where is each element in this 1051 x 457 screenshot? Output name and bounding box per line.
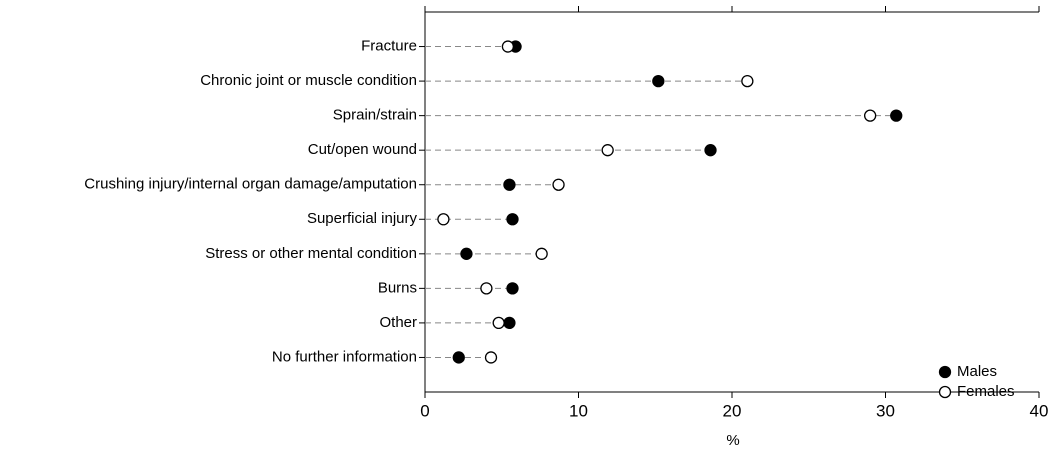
y-tick-label: Stress or other mental condition: [205, 245, 417, 262]
dot: [437, 213, 450, 226]
dot: [890, 109, 903, 122]
x-tick-label: 0: [420, 401, 429, 420]
dot: [480, 282, 493, 295]
y-tick-label: Chronic joint or muscle condition: [200, 72, 417, 89]
y-tick-label: Fracture: [361, 38, 417, 55]
legend-label: Females: [957, 383, 1015, 400]
dot: [652, 74, 665, 88]
x-tick-label: 20: [723, 401, 742, 420]
dot: [503, 178, 516, 191]
dot: [492, 316, 505, 330]
dot: [552, 178, 565, 191]
x-axis-label: %: [726, 432, 739, 449]
dot: [484, 351, 498, 364]
dot: [506, 282, 519, 295]
dot: [704, 144, 717, 157]
x-tick-label: 30: [876, 401, 895, 420]
dot: [460, 247, 473, 260]
y-tick-label: Cut/open wound: [308, 141, 417, 158]
dot: [741, 74, 754, 88]
dot: [601, 144, 614, 157]
y-tick-label: Other: [379, 314, 417, 331]
y-tick-label: Burns: [378, 279, 417, 296]
y-tick-label: Superficial injury: [307, 210, 418, 227]
legend-marker: [938, 385, 952, 399]
x-tick-label: 10: [569, 401, 588, 420]
y-tick-label: Sprain/strain: [333, 107, 417, 124]
dot: [864, 109, 877, 122]
legend-marker: [938, 365, 952, 379]
dot: [506, 213, 519, 226]
y-tick-label: Crushing injury/internal organ damage/am…: [84, 176, 417, 193]
dot: [452, 351, 465, 364]
y-tick-label: No further information: [272, 348, 417, 365]
legend-label: Males: [957, 363, 997, 380]
dot: [535, 247, 548, 260]
x-tick-label: 40: [1030, 401, 1049, 420]
dot: [503, 316, 516, 330]
dot: [501, 40, 515, 53]
